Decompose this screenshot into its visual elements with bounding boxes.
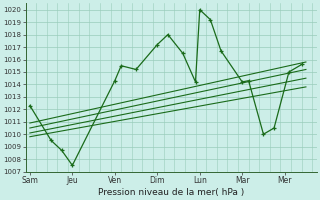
X-axis label: Pression niveau de la mer( hPa ): Pression niveau de la mer( hPa )	[98, 188, 244, 197]
